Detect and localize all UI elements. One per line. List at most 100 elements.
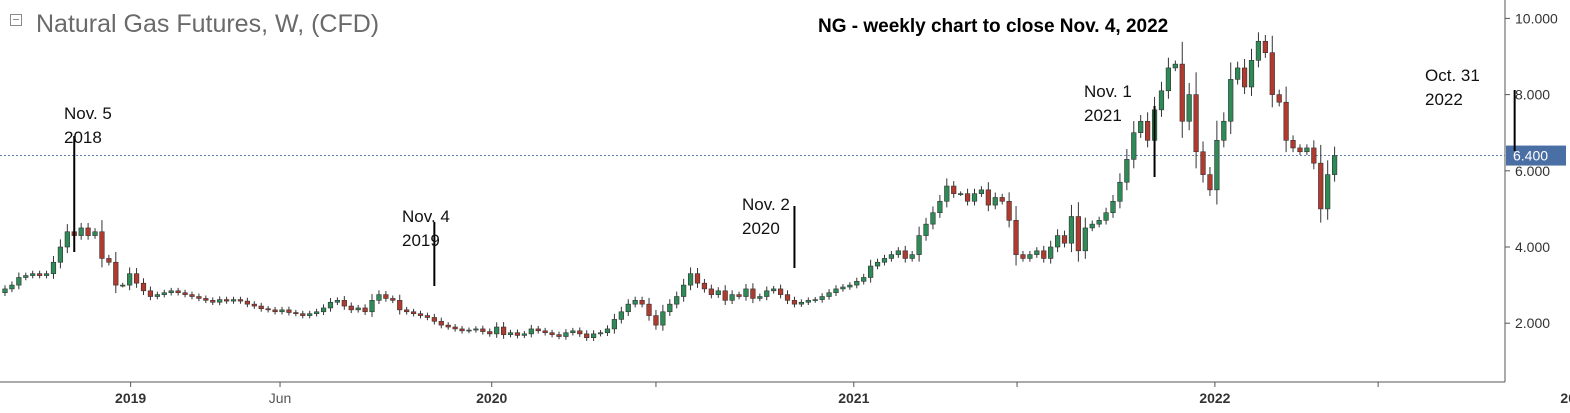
candle[interactable] <box>459 325 465 334</box>
candle[interactable] <box>604 325 611 336</box>
candle[interactable] <box>895 247 901 258</box>
candle[interactable] <box>660 304 666 331</box>
candle[interactable] <box>334 297 341 306</box>
candle[interactable] <box>681 278 687 302</box>
candle[interactable] <box>9 281 15 293</box>
candle[interactable] <box>279 306 285 315</box>
candle[interactable] <box>424 312 431 321</box>
candle[interactable] <box>1193 72 1199 169</box>
candle[interactable] <box>500 322 507 339</box>
candle[interactable] <box>1013 206 1019 266</box>
candle[interactable] <box>417 310 424 319</box>
candle[interactable] <box>410 308 417 317</box>
candle[interactable] <box>951 181 957 198</box>
candle[interactable] <box>1255 32 1262 68</box>
candle[interactable] <box>916 226 922 262</box>
candle[interactable] <box>203 295 209 304</box>
candle[interactable] <box>992 192 998 210</box>
candle[interactable] <box>397 294 403 315</box>
candle[interactable] <box>625 299 631 316</box>
candle[interactable] <box>1089 220 1095 232</box>
candle[interactable] <box>847 282 853 290</box>
candle[interactable] <box>494 322 500 338</box>
candle[interactable] <box>175 287 181 296</box>
candle[interactable] <box>632 296 638 308</box>
candle[interactable] <box>771 285 777 294</box>
candle[interactable] <box>230 296 237 304</box>
candle[interactable] <box>1075 202 1081 262</box>
candle[interactable] <box>805 297 811 306</box>
candle[interactable] <box>314 308 320 317</box>
candle[interactable] <box>16 272 22 290</box>
candle[interactable] <box>909 251 915 262</box>
candle[interactable] <box>237 296 244 304</box>
candle[interactable] <box>1041 245 1047 263</box>
candle[interactable] <box>694 268 701 288</box>
candle[interactable] <box>390 295 396 304</box>
candle[interactable] <box>1241 58 1248 95</box>
candle[interactable] <box>23 272 29 281</box>
candle[interactable] <box>791 296 798 308</box>
candle[interactable] <box>168 287 174 296</box>
candle[interactable] <box>140 278 147 296</box>
candle[interactable] <box>50 255 57 279</box>
candle[interactable] <box>1117 173 1123 209</box>
candle[interactable] <box>1124 149 1130 191</box>
candle[interactable] <box>113 251 119 294</box>
candle[interactable] <box>521 331 527 339</box>
candle[interactable] <box>1165 57 1171 99</box>
candle[interactable] <box>92 228 98 239</box>
candle[interactable] <box>196 293 202 302</box>
candle[interactable] <box>1207 166 1213 196</box>
collapse-icon[interactable] <box>10 14 22 26</box>
candle[interactable] <box>944 178 950 208</box>
candle[interactable] <box>971 188 978 206</box>
candle[interactable] <box>1269 35 1275 108</box>
candle[interactable] <box>30 270 36 279</box>
candle[interactable] <box>1138 114 1144 138</box>
candle[interactable] <box>272 306 278 315</box>
candle[interactable] <box>1179 41 1185 138</box>
candle[interactable] <box>127 267 133 291</box>
candle[interactable] <box>1068 204 1075 253</box>
candle[interactable] <box>1325 160 1331 220</box>
candle[interactable] <box>217 296 223 306</box>
candle[interactable] <box>251 301 257 309</box>
candle[interactable] <box>1034 247 1040 258</box>
candle[interactable] <box>597 330 604 337</box>
candle[interactable] <box>2 285 8 296</box>
candles-group[interactable] <box>2 32 1338 341</box>
candle[interactable] <box>784 290 791 305</box>
candle[interactable] <box>888 251 894 262</box>
candle[interactable] <box>923 217 929 241</box>
candle[interactable] <box>722 285 728 306</box>
candle[interactable] <box>978 186 985 197</box>
candle[interactable] <box>833 285 839 296</box>
candle[interactable] <box>286 306 292 316</box>
candle[interactable] <box>1297 144 1303 155</box>
candle[interactable] <box>777 284 784 299</box>
candle[interactable] <box>743 283 749 301</box>
candle[interactable] <box>383 291 389 302</box>
candle[interactable] <box>1311 140 1317 170</box>
candle[interactable] <box>1214 120 1220 205</box>
candle[interactable] <box>161 289 167 298</box>
candle[interactable] <box>1262 34 1268 58</box>
candle[interactable] <box>826 289 832 300</box>
candle[interactable] <box>1061 230 1068 248</box>
candle[interactable] <box>1096 216 1102 228</box>
candle[interactable] <box>1082 217 1088 259</box>
candle[interactable] <box>120 282 126 288</box>
candle[interactable] <box>1055 229 1061 253</box>
candle[interactable] <box>840 284 846 292</box>
candle[interactable] <box>854 277 860 289</box>
candle[interactable] <box>1332 146 1338 182</box>
candle[interactable] <box>1006 192 1012 228</box>
candle[interactable] <box>584 330 590 341</box>
candle[interactable] <box>265 306 271 313</box>
candle[interactable] <box>106 254 112 266</box>
candle[interactable] <box>182 289 188 298</box>
candle[interactable] <box>549 329 555 338</box>
candle[interactable] <box>708 284 714 299</box>
candle[interactable] <box>438 317 444 329</box>
